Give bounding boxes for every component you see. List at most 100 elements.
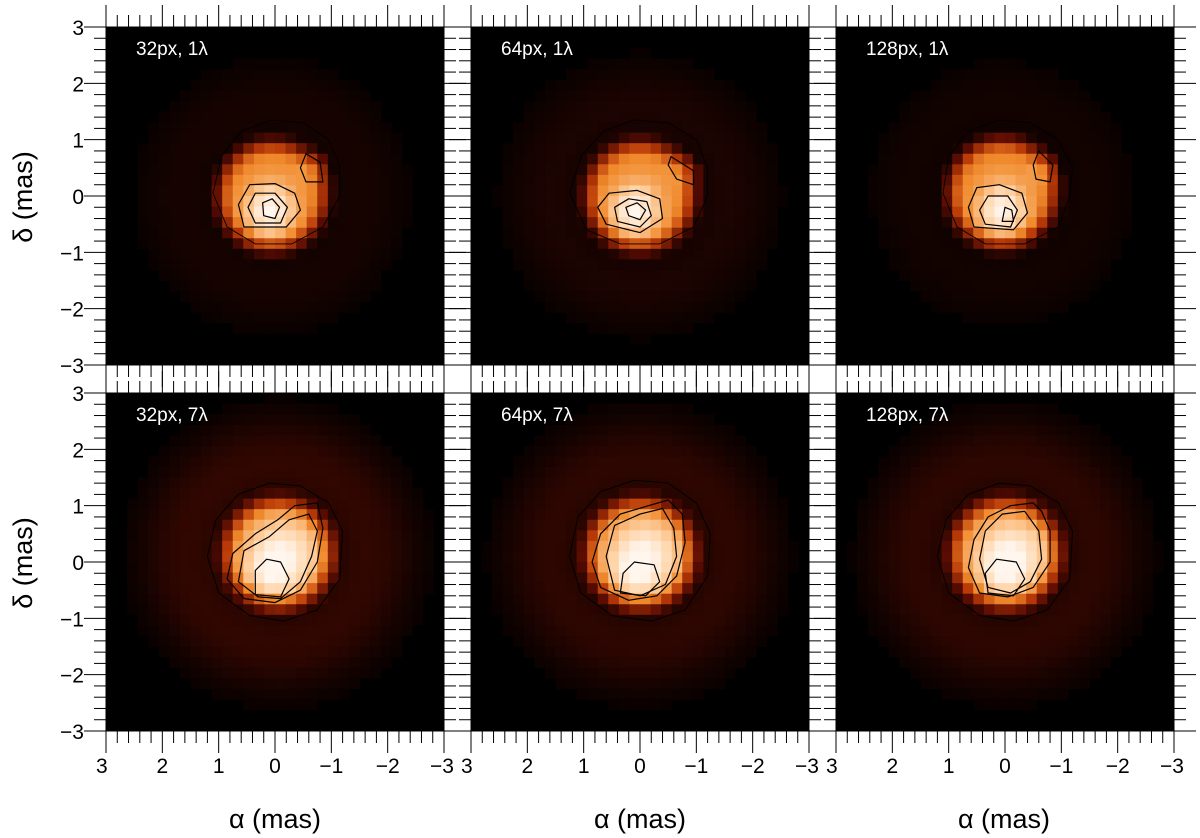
pixel	[306, 604, 318, 616]
pixel	[576, 667, 588, 679]
pixel	[243, 174, 255, 186]
pixel	[243, 488, 255, 500]
pixel	[1100, 540, 1112, 552]
pixel	[1026, 132, 1038, 144]
pixel	[285, 657, 297, 669]
pixel	[1078, 519, 1090, 531]
pixel	[401, 206, 413, 218]
pixel	[348, 519, 360, 531]
pixel	[158, 111, 170, 123]
pixel	[661, 312, 673, 324]
pixel	[1089, 132, 1101, 144]
pixel	[888, 185, 900, 197]
pixel	[952, 69, 964, 81]
pixel	[317, 227, 329, 239]
pixel	[650, 657, 662, 669]
pixel	[650, 164, 662, 176]
pixel	[148, 540, 160, 552]
pixel	[275, 519, 287, 531]
pixel	[576, 122, 588, 134]
pixel	[327, 530, 339, 542]
pixel	[1036, 259, 1048, 271]
pixel	[412, 551, 424, 563]
pixel	[338, 477, 350, 489]
pixel	[253, 185, 265, 197]
pixel	[777, 498, 789, 510]
pixel	[359, 132, 371, 144]
pixel	[275, 414, 287, 426]
pixel	[994, 466, 1006, 478]
pixel	[1026, 519, 1038, 531]
pixel	[983, 164, 995, 176]
pixel	[682, 301, 694, 313]
pixel	[576, 269, 588, 281]
pixel	[534, 217, 546, 229]
pixel	[899, 143, 911, 155]
pixel	[888, 540, 900, 552]
pixel	[920, 646, 932, 658]
pixel	[327, 312, 339, 324]
pixel	[692, 657, 704, 669]
pixel	[348, 79, 360, 91]
pixel	[296, 488, 308, 500]
pixel	[608, 69, 620, 81]
pixel	[222, 259, 234, 271]
pixel	[1057, 248, 1069, 260]
pixel	[1089, 604, 1101, 616]
pixel	[127, 583, 139, 595]
pixel	[1057, 488, 1069, 500]
pixel	[1026, 217, 1038, 229]
pixel	[899, 435, 911, 447]
pixel	[534, 248, 546, 260]
pixel	[492, 540, 504, 552]
pixel	[1026, 583, 1038, 595]
pixel	[253, 403, 265, 415]
pixel	[190, 456, 202, 468]
pixel	[640, 572, 652, 584]
pixel	[650, 143, 662, 155]
pixel	[629, 48, 641, 60]
pixel	[232, 678, 244, 690]
pixel	[232, 646, 244, 658]
y-tick-label: −2	[60, 299, 84, 322]
pixel	[201, 143, 213, 155]
pixel	[513, 206, 525, 218]
pixel	[179, 488, 191, 500]
pixel	[661, 678, 673, 690]
y-tick-label: −3	[60, 721, 84, 744]
pixel	[1015, 614, 1027, 626]
pixel	[640, 259, 652, 271]
pixel	[941, 509, 953, 521]
pixel	[973, 667, 985, 679]
pixel	[899, 174, 911, 186]
pixel	[492, 509, 504, 521]
pixel	[544, 259, 556, 271]
pixel	[401, 477, 413, 489]
pixel	[703, 445, 715, 457]
pixel	[899, 456, 911, 468]
pixel	[1100, 477, 1112, 489]
pixel	[148, 488, 160, 500]
pixel	[756, 238, 768, 250]
pixel	[1047, 280, 1059, 292]
pixel	[1100, 488, 1112, 500]
pixel	[211, 291, 223, 303]
pixel	[327, 445, 339, 457]
pixel	[920, 540, 932, 552]
pixel	[629, 322, 641, 334]
pixel	[275, 562, 287, 574]
pixel	[909, 122, 921, 134]
pixel	[920, 572, 932, 584]
pixel	[909, 667, 921, 679]
pixel	[380, 583, 392, 595]
pixel	[745, 217, 757, 229]
pixel	[920, 466, 932, 478]
pixel	[1110, 614, 1122, 626]
pixel	[275, 509, 287, 521]
pixel	[962, 456, 974, 468]
pixel	[909, 90, 921, 102]
pixel	[650, 466, 662, 478]
pixel	[692, 153, 704, 165]
pixel	[285, 217, 297, 229]
pixel	[306, 593, 318, 605]
